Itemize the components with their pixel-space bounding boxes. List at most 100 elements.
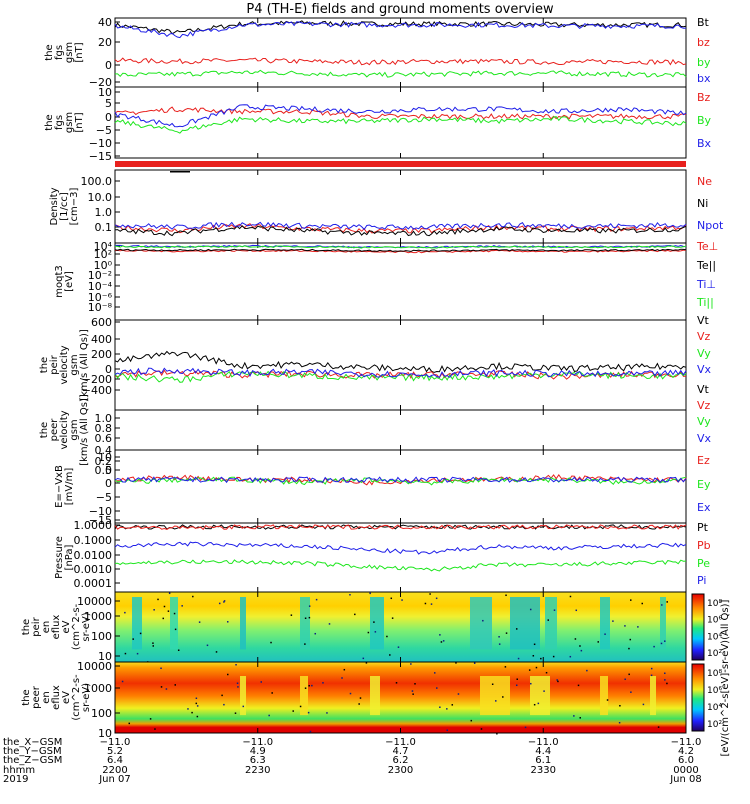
series-line-bt: [114, 20, 687, 35]
spectrogram-speckle: [424, 602, 427, 605]
spectrogram-patch: [510, 597, 540, 650]
spectrogram-speckle: [498, 643, 501, 645]
y-axis-label: sr-eV): [81, 683, 92, 712]
spectrogram-speckle: [586, 669, 588, 672]
spectrogram-speckle: [124, 652, 127, 655]
spectrogram-speckle: [429, 593, 431, 595]
spectrogram-speckle: [165, 688, 168, 690]
spectrogram-speckle: [533, 703, 536, 706]
y-tick-label: 10: [98, 727, 112, 740]
spectrogram-speckle: [473, 662, 476, 664]
spectrogram-speckle: [577, 684, 580, 687]
spectrogram-speckle: [369, 592, 371, 595]
y-tick-label: 0.2: [95, 455, 113, 468]
spectrogram-patch: [650, 676, 656, 716]
spectrogram-speckle: [439, 706, 441, 708]
spectrogram-speckle: [237, 686, 239, 688]
spectrogram-speckle: [386, 635, 388, 638]
legend-entry: Vx: [697, 432, 712, 445]
spectrogram-speckle: [642, 703, 645, 706]
spectrogram-speckle: [162, 617, 165, 620]
y-tick-label: 1000: [84, 682, 112, 695]
spectrogram-speckle: [517, 657, 520, 660]
y-tick-label: 100: [91, 630, 112, 643]
y-axis-label: eflux: [51, 685, 62, 710]
spectrogram-speckle: [529, 608, 532, 611]
spectrogram-speckle: [236, 682, 239, 685]
spectrogram-speckle: [304, 687, 307, 689]
spectrogram-speckle: [309, 730, 312, 733]
spectrogram-speckle: [637, 626, 639, 628]
spectrogram-speckle: [664, 640, 666, 642]
spectrogram-speckle: [470, 719, 473, 722]
spectrogram-speckle: [139, 632, 142, 635]
spectrogram-speckle: [128, 722, 131, 725]
colorbar-tick-label: 10⁴: [707, 632, 722, 642]
legend-entry: Bx: [697, 137, 712, 150]
y-axis-label: [nPa]: [64, 544, 75, 570]
y-tick-label: 40: [98, 16, 112, 29]
legend-entry: Bt: [697, 16, 710, 29]
legend-entry: Npot: [697, 219, 724, 232]
spectrogram-patch: [600, 597, 610, 650]
legend-entry: Pb: [697, 539, 711, 552]
spectrogram-speckle: [412, 693, 414, 695]
y-tick-label: 0.1000: [74, 534, 113, 547]
y-tick-label: 10: [98, 451, 112, 464]
colorbar-tick-label: 10²: [707, 649, 722, 659]
y-axis-label: the: [39, 422, 50, 438]
legend-entry: Vt: [697, 383, 710, 396]
spectrogram-speckle: [535, 666, 538, 669]
legend-entry: by: [697, 56, 711, 69]
spectrogram-speckle: [391, 617, 394, 619]
y-tick-label: −15: [89, 150, 112, 163]
spectrogram-speckle: [196, 705, 199, 707]
spectrogram-speckle: [168, 592, 171, 595]
legend-entry: Vt: [697, 314, 710, 327]
spectrogram-speckle: [163, 605, 166, 608]
spectrogram-speckle: [430, 603, 433, 605]
series-line-ex: [114, 476, 687, 484]
spectrogram-speckle: [556, 679, 558, 681]
y-axis-label: [cm−3]: [69, 188, 80, 226]
y-tick-label: 10: [98, 650, 112, 663]
spectrogram-speckle: [575, 609, 578, 612]
spectrogram-speckle: [446, 729, 448, 732]
y-axis-label: eflux: [51, 615, 62, 640]
y-axis-label: (cm^2-s-: [71, 603, 82, 650]
spectrogram-patch: [660, 597, 666, 650]
y-tick-label: 1.0: [95, 206, 113, 219]
spectrogram-speckle: [195, 702, 198, 705]
y-axis-label: eV: [61, 691, 72, 704]
y-tick-label: 200: [91, 348, 112, 361]
legend-entry: Ne: [697, 175, 712, 188]
y-axis-label: eV: [61, 620, 72, 633]
x-axis-tick-label: −11.0: [528, 737, 559, 748]
y-tick-label: 600: [91, 316, 112, 329]
x-axis-tick-label: −11.0: [385, 737, 416, 748]
series-line-npot: [114, 221, 687, 231]
y-axis-label: fgs: [54, 115, 65, 130]
y-tick-label: −5: [96, 491, 112, 504]
spectrogram-speckle: [650, 667, 653, 670]
spectrogram-speckle: [442, 640, 445, 642]
colorbar-scale: [691, 593, 705, 661]
y-tick-label: 10⁴: [94, 240, 113, 253]
panel-5: 600 400 200 0−200−400 the peir velocity gsm [km/…: [39, 314, 712, 411]
y-tick-label: 5: [105, 97, 112, 110]
y-tick-label: −400: [82, 384, 112, 397]
y-tick-label: 0.0100: [74, 549, 113, 562]
spectrogram-speckle: [579, 717, 581, 719]
spectrogram-speckle: [435, 597, 438, 600]
y-tick-label: 1000: [84, 610, 112, 623]
spectrogram-speckle: [664, 679, 666, 681]
spectrogram-speckle: [612, 620, 614, 622]
spectrogram-speckle: [505, 632, 508, 634]
y-axis-label: the: [44, 44, 55, 60]
spectrogram-speckle: [132, 638, 134, 640]
spectrogram-patch: [300, 597, 310, 650]
y-tick-label: 10⁻⁶: [88, 291, 113, 304]
spectrogram-speckle: [504, 666, 507, 668]
spectrogram-speckle: [314, 632, 317, 635]
x-axis-row-label: the_Z−GSM: [3, 755, 62, 766]
